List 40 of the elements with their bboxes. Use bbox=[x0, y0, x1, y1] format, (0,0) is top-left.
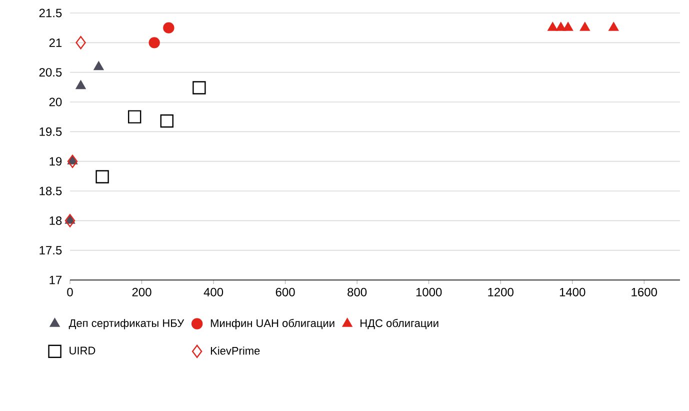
point bbox=[128, 110, 142, 124]
point bbox=[94, 61, 104, 70]
y-tick-label: 18 bbox=[50, 216, 62, 225]
y-tick-label: 18.5 bbox=[40, 186, 62, 196]
legend-label: НДС облигации bbox=[360, 318, 438, 330]
y-tick-label: 21 bbox=[49, 38, 62, 47]
legend-label: KievPrime bbox=[210, 346, 260, 355]
y-tick-label: 17.5 bbox=[40, 246, 62, 255]
y-tick-label: 20.5 bbox=[39, 68, 62, 77]
point bbox=[160, 114, 174, 128]
y-tick-label: 20 bbox=[49, 98, 62, 106]
point bbox=[563, 22, 573, 31]
legend-label: UIRD bbox=[70, 346, 96, 354]
y-tick-label: 17 bbox=[50, 276, 62, 284]
x-tick-label: 1400 bbox=[560, 288, 586, 296]
x-tick-label: 0 bbox=[67, 288, 73, 296]
point bbox=[548, 22, 558, 31]
point bbox=[96, 170, 109, 184]
y-tick-label: 19 bbox=[50, 157, 62, 166]
x-tick-label: 800 bbox=[348, 288, 367, 296]
x-tick-label: 1600 bbox=[632, 288, 657, 296]
x-tick-label: 1200 bbox=[488, 288, 514, 296]
x-tick-label: 600 bbox=[276, 288, 295, 296]
point bbox=[64, 214, 76, 228]
y-tick-label: 19.5 bbox=[40, 127, 62, 136]
x-tick-label: 1000 bbox=[416, 288, 442, 296]
point bbox=[556, 22, 566, 31]
legend-label: Минфин UAH облигации bbox=[210, 318, 334, 330]
point bbox=[67, 154, 78, 168]
point bbox=[76, 36, 86, 50]
point bbox=[76, 80, 86, 90]
legend-label: Деп сертификаты НБУ bbox=[68, 318, 184, 330]
point bbox=[580, 22, 590, 31]
point bbox=[608, 22, 619, 31]
x-tick-label: 200 bbox=[132, 288, 152, 296]
point bbox=[148, 37, 160, 48]
y-tick-label: 21.5 bbox=[39, 8, 62, 18]
point bbox=[192, 81, 206, 94]
x-tick-label: 400 bbox=[204, 288, 224, 296]
point bbox=[163, 22, 174, 34]
